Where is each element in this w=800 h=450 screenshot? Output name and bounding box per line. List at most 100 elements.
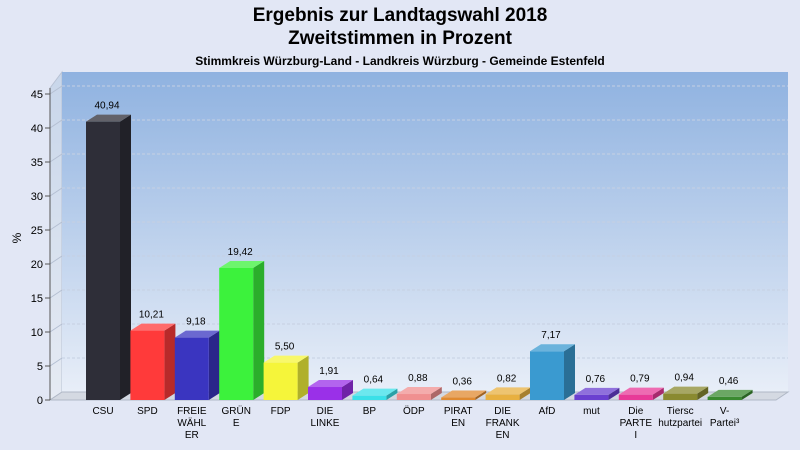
bar-side: [564, 344, 575, 400]
value-label: 0,79: [630, 374, 650, 385]
bar-front: [174, 337, 209, 400]
bar-top: [530, 344, 575, 352]
bar-top: [263, 355, 309, 363]
bar-side: [475, 390, 487, 400]
category-label: Die PARTE I: [620, 406, 653, 441]
bar-top: [352, 388, 398, 396]
bar-front: [530, 351, 564, 400]
y-tick-label: 40: [31, 123, 43, 135]
bar-side: [386, 388, 398, 400]
bar-top: [707, 389, 753, 397]
bar-side: [120, 114, 131, 400]
bar: [618, 387, 664, 400]
bar: [130, 323, 176, 400]
category-label: AfD: [539, 406, 556, 417]
category-label: GRÜN E: [221, 405, 250, 429]
bar-front: [396, 394, 431, 400]
bar-side: [208, 330, 220, 400]
value-label: 0,88: [408, 373, 428, 384]
y-tick-label: 10: [31, 327, 43, 339]
gridline-side: [49, 85, 63, 95]
category-label: FREIE WÄHL ER: [177, 406, 207, 441]
bar-front: [219, 267, 254, 400]
bar-front: [663, 393, 698, 400]
category-label: PIRAT EN: [444, 406, 473, 429]
y-tick-label: 0: [37, 395, 43, 407]
category-label: mut: [583, 406, 600, 417]
bar-front: [86, 121, 120, 400]
chart-title: Ergebnis zur Landtagswahl 2018 Zweitstim…: [0, 4, 800, 50]
bar: [485, 387, 531, 400]
value-label: 0,46: [719, 376, 739, 387]
y-tick-label: 15: [31, 293, 43, 305]
bar-side: [652, 387, 664, 400]
value-label: 0,76: [586, 374, 606, 385]
y-tick-label: 25: [31, 225, 43, 237]
gridline-side: [49, 323, 63, 333]
bar-top: [86, 114, 131, 122]
y-tick-label: 45: [31, 89, 43, 101]
value-label: 0,82: [497, 373, 517, 384]
value-label: 5,50: [275, 342, 295, 353]
value-label: 0,64: [364, 375, 384, 386]
y-tick-label: 30: [31, 191, 43, 203]
value-label: 9,18: [186, 317, 206, 328]
chart-subtitle: Stimmkreis Würzburg-Land - Landkreis Wür…: [195, 54, 605, 68]
bar: [396, 387, 442, 400]
category-label: CSU: [92, 406, 113, 417]
bar-top: [396, 387, 442, 395]
bar-side: [430, 387, 442, 400]
bar-top: [219, 260, 265, 268]
y-tick-label: 5: [37, 361, 43, 373]
y-tick-label: 20: [31, 259, 43, 271]
bar-top: [618, 387, 664, 395]
value-label: 0,94: [674, 373, 694, 384]
bar-front: [352, 395, 387, 400]
category-label: SPD: [137, 406, 158, 417]
bar-top: [485, 387, 531, 395]
bar: [308, 380, 353, 400]
value-label: 40,94: [94, 101, 119, 112]
bar-front: [707, 396, 742, 400]
value-label: 19,42: [228, 247, 253, 258]
bar: [219, 260, 265, 400]
bar-front: [263, 362, 298, 400]
bar-side: [519, 387, 531, 400]
bar: [530, 344, 575, 400]
category-label: ÖDP: [403, 405, 425, 417]
y-tick-label: 35: [31, 157, 43, 169]
bar: [174, 330, 220, 400]
bar-side: [164, 323, 176, 400]
gridline-side: [49, 221, 63, 231]
bar-side: [342, 380, 353, 400]
category-label: FDP: [271, 406, 291, 417]
bar-front: [618, 394, 653, 400]
category-label: V-Partei³: [710, 406, 740, 429]
category-label: DIE LINKE: [311, 406, 340, 429]
value-label: 0,36: [452, 377, 472, 388]
value-label: 10,21: [139, 310, 164, 321]
chart-title-line2: Zweitstimmen in Prozent: [288, 28, 512, 49]
bar: [663, 386, 709, 400]
bar-top: [574, 387, 620, 395]
bar: [263, 355, 309, 400]
value-label: 1,91: [319, 366, 339, 377]
gridline-side: [49, 119, 63, 129]
bar: [352, 388, 398, 400]
gridline-side: [49, 357, 63, 367]
value-label: 7,17: [541, 330, 561, 341]
bar-top: [441, 390, 487, 398]
bar: [86, 114, 131, 400]
bar: [707, 389, 753, 400]
bar: [574, 387, 620, 400]
bar-front: [441, 397, 476, 400]
y-axis-label: %: [10, 232, 24, 243]
bar-top: [308, 380, 353, 388]
bar-side: [741, 389, 753, 400]
bar-side: [697, 386, 709, 400]
category-label: DIE FRANK EN: [486, 406, 520, 441]
chart-title-line1: Ergebnis zur Landtagswahl 2018: [252, 5, 548, 26]
bar-side: [253, 260, 265, 400]
bar-front: [574, 394, 609, 400]
bar-front: [308, 387, 342, 400]
